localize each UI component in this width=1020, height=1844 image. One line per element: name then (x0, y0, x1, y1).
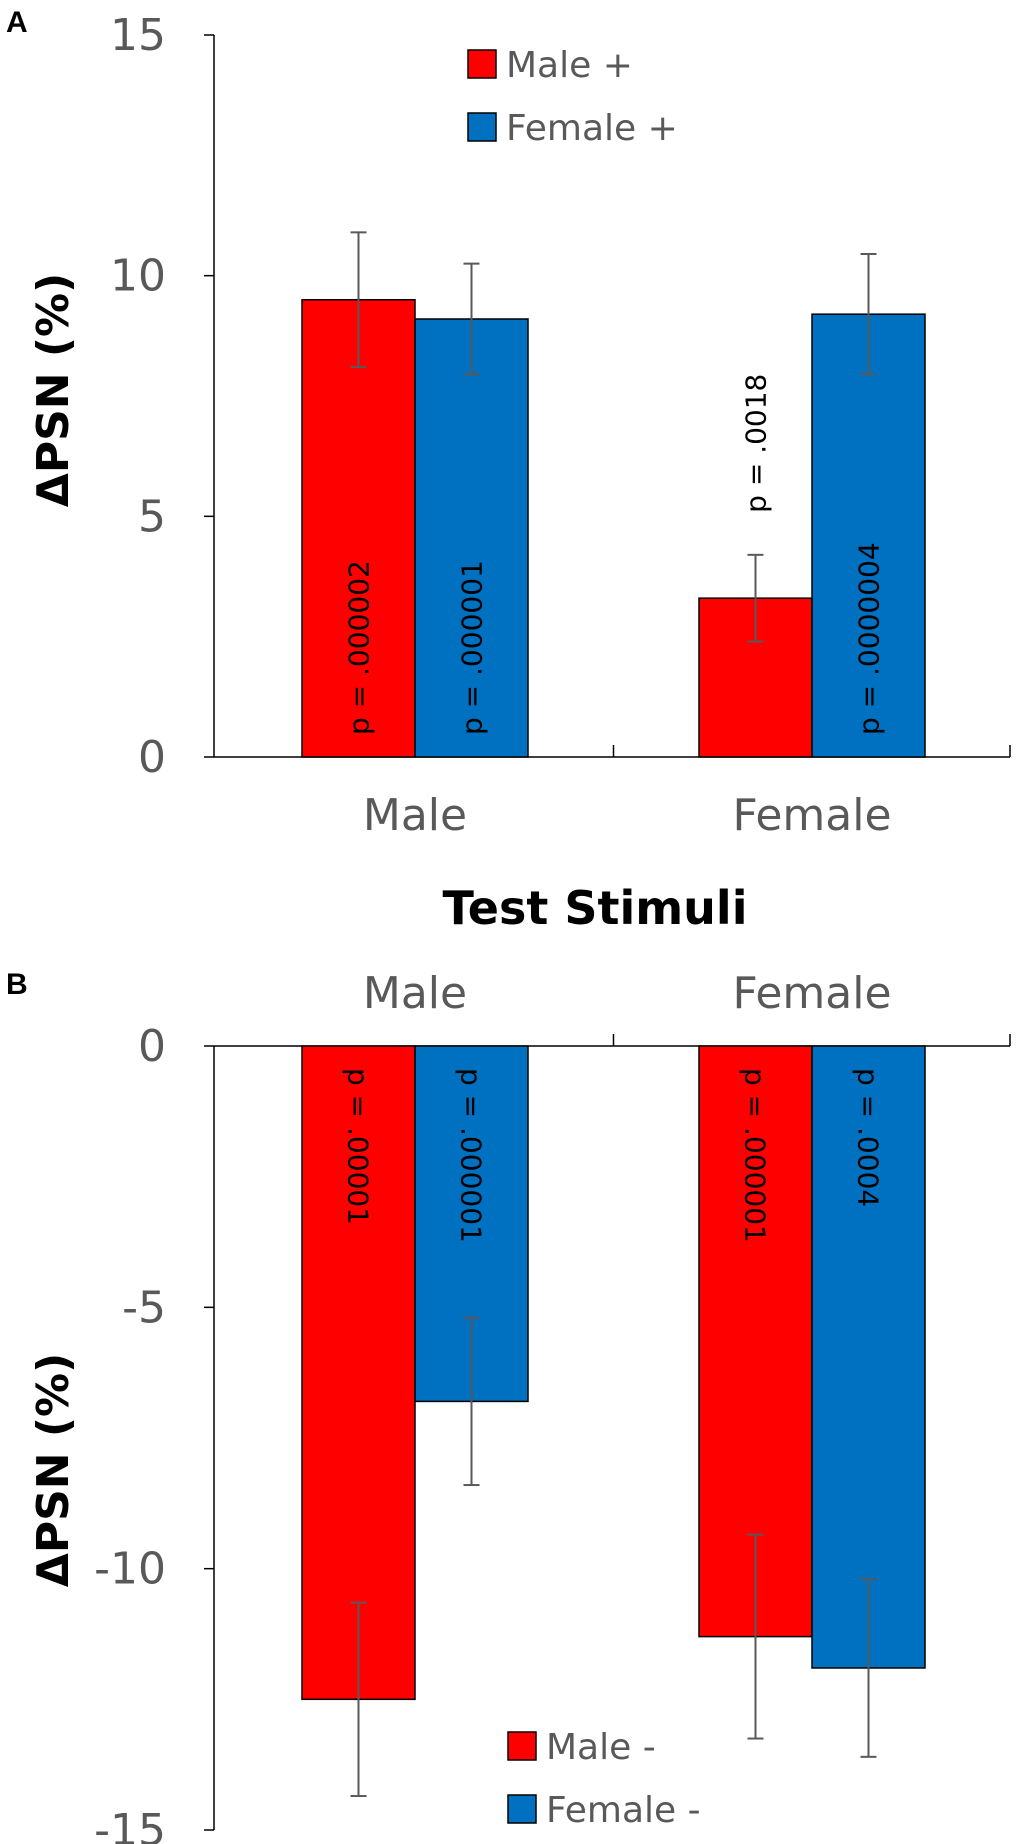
panel-a-category-label: Female (732, 790, 891, 841)
panel-b-category-label: Male (363, 968, 467, 1019)
panel-b-legend-label: Male - (546, 1727, 656, 1768)
panel-a-bar (811, 313, 926, 758)
panel-a-label: A (6, 6, 28, 39)
panel-a-p-value: p = .000001 (456, 560, 489, 735)
panel-a-y-tick-label: 5 (138, 491, 166, 542)
panel-a-y-axis-title: ΔPSN (%) (28, 273, 79, 507)
panel-a-y-tick-label: 15 (110, 10, 166, 61)
panel-b-y-axis-title: ΔPSN (%) (28, 1353, 79, 1587)
panel-b-legend-swatch (507, 1794, 537, 1824)
panel-a-bar (414, 318, 529, 758)
panel-b-legend-swatch (507, 1731, 537, 1761)
panel-a-category-label: Male (363, 790, 467, 841)
panel-a-y-tick-label: 0 (138, 732, 166, 783)
panel-a-y-tick-label: 10 (110, 251, 166, 302)
panel-a-p-value: p = .0000004 (853, 542, 886, 735)
chart-marks: 0 5 10 15 Male Female p = .000002 p = .000001 p … (94, 10, 1011, 1844)
panel-b-legend-label: Female - (546, 1790, 701, 1831)
panel-b-y-tick-label: -10 (94, 1544, 166, 1595)
panel-b-p-value: p = .0004 (852, 1068, 885, 1207)
panel-b-p-value: p = .000001 (455, 1068, 488, 1243)
panel-a-legend-label: Male + (506, 45, 633, 86)
panel-a-legend-label: Female + (506, 108, 678, 149)
panel-a-p-value: p = .000002 (343, 560, 376, 735)
panel-a-legend-swatch (467, 49, 497, 79)
panel-b-category-label: Female (732, 968, 891, 1019)
panel-b-bar (811, 1045, 926, 1669)
panel-b-label: B (6, 968, 28, 1001)
panel-b-y-tick-label: -5 (122, 1282, 166, 1333)
panel-b-p-value: p = .000001 (739, 1068, 772, 1243)
panel-b-p-value: p = .00001 (342, 1068, 375, 1225)
panel-a-bar (301, 298, 416, 758)
panel-b-y-tick-label: 0 (138, 1021, 166, 1072)
panel-a-p-value: p = .0018 (740, 374, 773, 513)
x-axis-title: Test Stimuli (443, 881, 748, 935)
panel-a-legend-swatch (467, 112, 497, 142)
panel-b-y-tick-label: -15 (94, 1805, 166, 1844)
panel-b-bar (301, 1045, 416, 1701)
